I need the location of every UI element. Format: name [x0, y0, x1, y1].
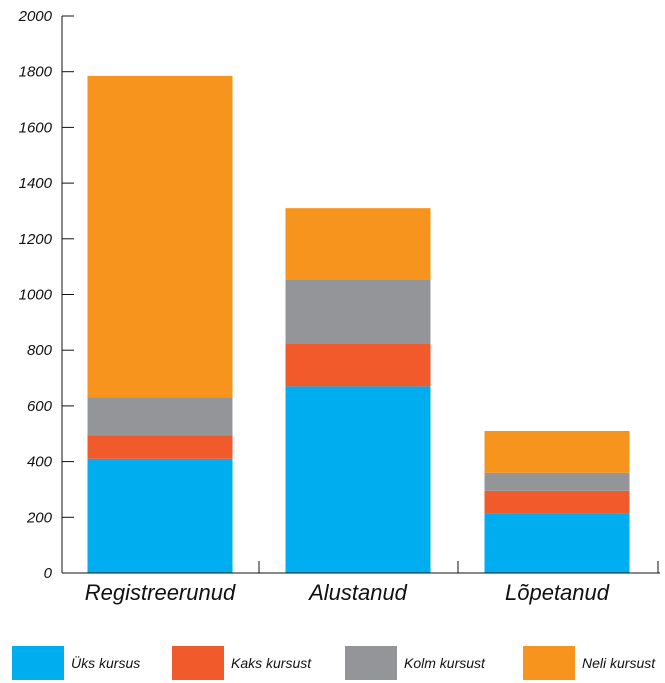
y-tick-label: 800	[27, 342, 53, 359]
y-tick-label: 1400	[19, 175, 53, 192]
bar-segment	[484, 513, 630, 573]
y-tick-label: 0	[44, 565, 53, 582]
y-tick-label: 2000	[18, 8, 53, 25]
y-tick-label: 200	[26, 509, 53, 526]
y-tick-label: 600	[27, 398, 53, 415]
bars-group	[87, 75, 630, 573]
bar-segment	[87, 75, 233, 398]
category-labels: Registreerunud Alustanud Lõpetanud	[85, 580, 610, 605]
bar-segment	[285, 208, 431, 280]
bar-segment	[87, 397, 233, 436]
bar-segment	[285, 279, 431, 344]
bar-segment	[484, 430, 630, 473]
bar-segment	[285, 386, 431, 573]
bar-segment	[484, 490, 630, 514]
legend-swatch	[345, 646, 397, 680]
legend-swatch	[12, 646, 64, 680]
legend-label: Kaks kursust	[231, 655, 312, 671]
legend-swatch	[172, 646, 224, 680]
y-tick-label: 1600	[19, 119, 53, 136]
bar-segment	[285, 343, 431, 387]
legend-swatch	[523, 646, 575, 680]
bar-segment	[87, 458, 233, 573]
legend-label: Üks kursus	[71, 654, 140, 671]
legend-label: Neli kursust	[582, 655, 656, 671]
y-axis-ticks: 0 200 400 600 800 1000 1200 1400 1600 1800 2000	[18, 8, 74, 582]
bar-segment	[484, 472, 630, 491]
legend: Üks kursus Kaks kursust Kolm kursust Neli k…	[12, 646, 656, 680]
x-category-label: Alustanud	[307, 580, 408, 605]
y-tick-label: 1800	[19, 64, 53, 81]
axes-group	[61, 16, 660, 574]
x-category-label: Registreerunud	[85, 580, 236, 605]
legend-label: Kolm kursust	[404, 655, 486, 671]
y-tick-label: 1000	[19, 287, 53, 304]
y-tick-label: 400	[27, 454, 53, 471]
x-category-label: Lõpetanud	[505, 580, 610, 605]
bar-segment	[87, 435, 233, 459]
y-tick-label: 1200	[19, 231, 53, 248]
